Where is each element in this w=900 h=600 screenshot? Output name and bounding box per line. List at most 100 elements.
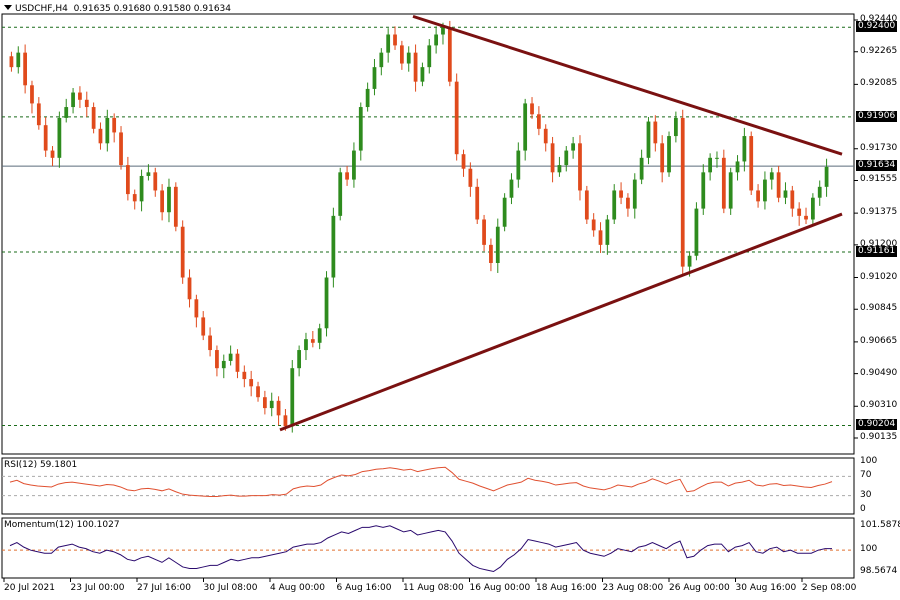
candle-body [187, 277, 192, 300]
candle-body [536, 114, 541, 129]
candle-body [489, 244, 493, 264]
candle-body [797, 208, 802, 216]
candle-body [119, 132, 123, 166]
candle-body [502, 197, 507, 227]
momentum-panel-frame [1, 517, 855, 579]
candle-body [591, 219, 596, 231]
candle-body [173, 186, 178, 227]
candle-body [571, 143, 576, 151]
candle-body [98, 128, 103, 144]
candle-body [564, 150, 569, 166]
rsi-tick-label: 100 [860, 456, 878, 466]
time-tick-label: 11 Aug 08:00 [403, 583, 464, 593]
candle-body [749, 136, 754, 191]
candle-body [626, 197, 630, 209]
time-tick-label: 30 Aug 16:00 [735, 583, 797, 593]
price-tick-label: 0.91020 [860, 271, 898, 282]
rsi-tick-label: 70 [860, 470, 872, 481]
time-tick-label: 23 Jul 00:00 [70, 583, 125, 593]
candle-body [660, 143, 665, 173]
candle-body [78, 92, 82, 100]
candle-body [64, 107, 69, 118]
candle-body [194, 299, 199, 318]
candle-body [763, 179, 767, 202]
time-tick-label: 23 Aug 08:00 [602, 583, 664, 593]
candle-body [283, 415, 288, 427]
momentum-line [9, 525, 833, 573]
candle-body [728, 172, 733, 209]
ohlc-readout: 0.91635 0.91680 0.91580 0.91634 [73, 4, 232, 14]
candle-body [310, 339, 315, 343]
candle-body [420, 67, 425, 82]
candle-body [352, 150, 356, 180]
candle-body [262, 397, 267, 409]
candle-body [249, 379, 254, 387]
rsi-tick-label: 0 [860, 504, 866, 514]
candle-body [304, 339, 308, 351]
candle-body [694, 208, 699, 256]
candle-body [523, 103, 528, 151]
time-tick-label: 16 Aug 00:00 [469, 583, 531, 593]
candle-body [290, 368, 295, 427]
candle-body [358, 107, 363, 151]
candle-body [605, 219, 610, 245]
candle-body [475, 186, 480, 220]
price-tick-label: 0.90135 [860, 432, 898, 442]
candle-body [742, 136, 747, 162]
price-tick-label: 0.90845 [860, 303, 898, 314]
candle-body [598, 230, 603, 245]
price-tick-label: 0.91730 [860, 142, 898, 153]
triangle-down-icon[interactable] [4, 5, 12, 10]
momentum-tick-label: 98.5674 [860, 566, 898, 576]
candle-body [71, 92, 75, 108]
candle-body [256, 386, 260, 398]
time-tick-label: 6 Aug 16:00 [336, 583, 392, 593]
candle-body [817, 186, 822, 198]
candle-body [790, 190, 795, 209]
candle-body [16, 52, 21, 68]
time-tick-label: 18 Aug 16:00 [536, 583, 597, 593]
candle-body [324, 277, 329, 329]
candle-body [338, 172, 343, 216]
candle-body [550, 143, 555, 173]
chart-header: USDCHF,H4 0.91635 0.91680 0.91580 0.9163… [4, 4, 231, 14]
level-price-flag: 0.90204 [856, 419, 898, 431]
candle-body [276, 400, 281, 416]
candle-body [413, 52, 418, 82]
candle-body [269, 400, 274, 409]
candle-body [43, 125, 48, 151]
price-tick-label: 0.91555 [860, 174, 898, 185]
price-tick-label: 0.90490 [860, 367, 898, 378]
candle-body [221, 360, 226, 369]
level-price-flag: 0.91161 [856, 245, 898, 257]
price-tick-label: 0.91375 [860, 207, 898, 218]
candle-body [146, 172, 151, 176]
candle-body [372, 67, 377, 89]
candle-body [680, 117, 685, 267]
candle-body [639, 157, 644, 180]
candle-body [297, 350, 302, 369]
candle-body [619, 190, 623, 198]
rsi-tick-label: 30 [860, 489, 872, 500]
candle-body [399, 45, 404, 64]
candle-body [708, 157, 713, 173]
time-tick-label: 20 Jul 2021 [4, 583, 55, 593]
rsi-panel-frame [1, 457, 855, 515]
candle-body [427, 45, 432, 68]
candle-body [461, 154, 466, 169]
candle-body [578, 143, 582, 191]
candle-body [715, 157, 719, 159]
momentum-tick-label: 101.5878 [860, 520, 900, 530]
candle-body [721, 157, 726, 209]
candle-body [160, 190, 165, 213]
candle-body [783, 190, 788, 198]
candle-body [530, 103, 534, 115]
level-price-flag: 0.92400 [856, 21, 898, 33]
candle-body [824, 166, 829, 187]
candle-body [345, 172, 349, 180]
candle-body [646, 121, 651, 158]
candle-body [434, 34, 439, 46]
candle-body [23, 52, 28, 86]
candle-body [167, 186, 171, 213]
